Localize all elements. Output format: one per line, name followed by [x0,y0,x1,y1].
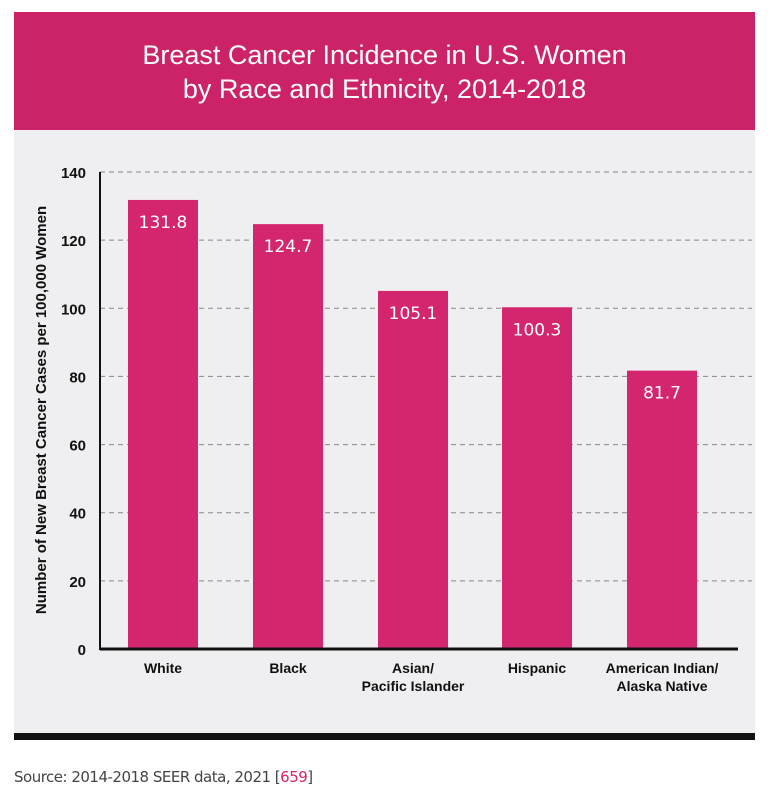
data-label: 124.7 [264,237,313,257]
bar-1 [253,224,323,650]
x-tick-label: Hispanic [508,660,567,676]
bar-3 [502,307,572,649]
y-tick-label: 120 [61,233,86,250]
title-line-2: by Race and Ethnicity, 2014-2018 [182,74,587,104]
y-tick-label: 60 [69,438,86,455]
y-tick-label: 140 [61,165,86,182]
y-tick-label: 0 [78,642,86,659]
bar-2 [378,290,448,649]
source-note: Source: 2014-2018 SEER data, 2021 [659] [14,768,313,786]
x-tick-label: Pacific Islander [362,678,465,694]
y-tick-label: 80 [69,369,86,386]
source-close: ] [307,768,313,786]
data-label: 105.1 [389,304,438,324]
bar-0 [128,199,198,649]
x-tick-label: Black [269,660,307,676]
y-tick-label: 20 [69,574,86,591]
source-text: Source: 2014-2018 SEER data, 2021 [ [14,768,281,786]
data-label: 131.8 [139,213,188,233]
x-tick-label: American Indian/ [606,660,719,676]
bar-chart: 0 20 40 60 80 100 120 140 131.8 White 124.7 Black 10… [33,165,752,694]
x-tick-label: Asian/ [392,660,434,676]
bottom-border [14,733,755,740]
y-axis-label: Number of New Breast Cancer Cases per 10… [33,206,50,614]
y-tick-label: 100 [61,301,86,318]
data-label: 100.3 [513,320,562,340]
chart-title: Breast Cancer Incidence in U.S. Women by… [14,38,755,106]
data-label: 81.7 [643,384,681,404]
source-ref-link[interactable]: 659 [280,768,308,786]
bar-4 [627,370,697,649]
x-tick-label: White [144,660,182,676]
chart-header: Breast Cancer Incidence in U.S. Women by… [14,12,755,130]
title-line-1: Breast Cancer Incidence in U.S. Women [142,40,627,70]
y-tick-label: 40 [69,506,86,523]
x-tick-label: Alaska Native [616,678,707,694]
